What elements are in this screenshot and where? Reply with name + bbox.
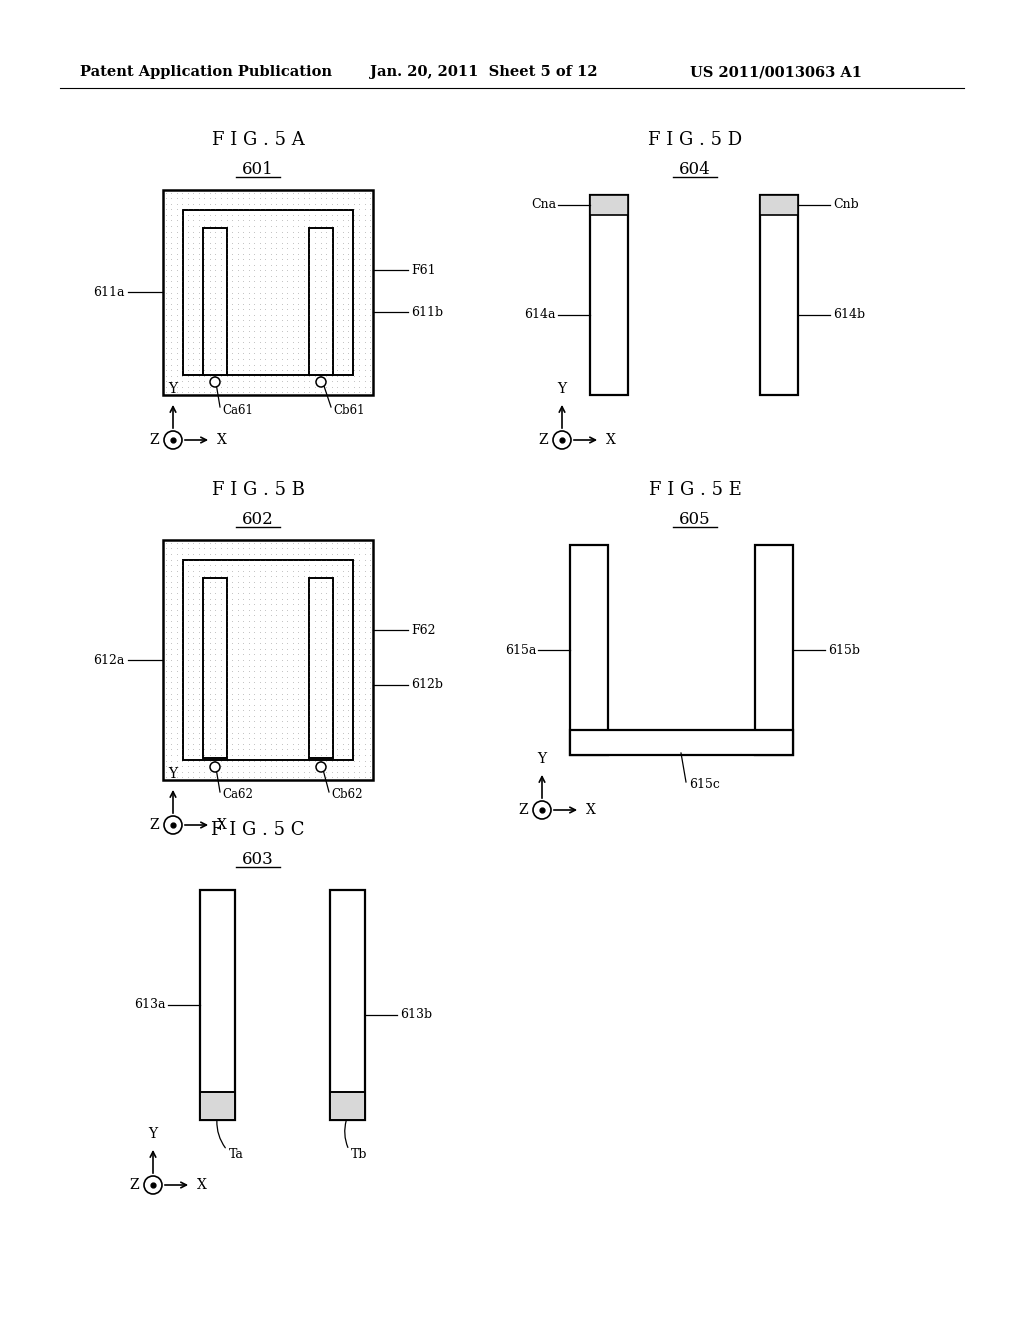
- Text: 615b: 615b: [828, 644, 860, 656]
- Bar: [760, 195, 798, 395]
- Text: Z: Z: [150, 433, 159, 447]
- Circle shape: [210, 762, 220, 772]
- Text: 613b: 613b: [400, 1008, 432, 1022]
- Text: Ca62: Ca62: [222, 788, 253, 801]
- Bar: [200, 1092, 234, 1119]
- Bar: [760, 195, 798, 215]
- Text: 605: 605: [679, 511, 711, 528]
- Bar: [590, 195, 628, 215]
- Text: Y: Y: [168, 381, 177, 396]
- Text: Z: Z: [539, 433, 548, 447]
- Bar: [590, 195, 628, 395]
- Text: 615c: 615c: [689, 779, 720, 792]
- Text: Cb62: Cb62: [331, 788, 362, 801]
- Text: Cna: Cna: [530, 198, 556, 211]
- Bar: [203, 578, 227, 758]
- Bar: [755, 545, 793, 755]
- Bar: [183, 560, 353, 760]
- Bar: [330, 890, 365, 1119]
- Text: US 2011/0013063 A1: US 2011/0013063 A1: [690, 65, 862, 79]
- Circle shape: [316, 378, 326, 387]
- Text: F61: F61: [411, 264, 435, 276]
- Text: 602: 602: [242, 511, 273, 528]
- Bar: [183, 210, 353, 375]
- Text: Z: Z: [150, 818, 159, 832]
- Text: X: X: [217, 818, 227, 832]
- Text: 615a: 615a: [505, 644, 536, 656]
- Text: Ca61: Ca61: [222, 404, 253, 417]
- Text: Tb: Tb: [351, 1147, 368, 1160]
- Circle shape: [534, 801, 551, 818]
- Text: 612b: 612b: [411, 678, 443, 692]
- Text: X: X: [197, 1177, 207, 1192]
- Text: 601: 601: [242, 161, 273, 178]
- Text: F I G . 5 C: F I G . 5 C: [211, 821, 305, 840]
- Circle shape: [316, 762, 326, 772]
- Bar: [203, 228, 227, 375]
- Text: Ta: Ta: [229, 1147, 244, 1160]
- Text: Cb61: Cb61: [333, 404, 365, 417]
- Bar: [163, 540, 373, 780]
- Text: Y: Y: [148, 1127, 158, 1140]
- Text: 614b: 614b: [833, 309, 865, 322]
- Circle shape: [144, 1176, 162, 1195]
- Text: Jan. 20, 2011  Sheet 5 of 12: Jan. 20, 2011 Sheet 5 of 12: [370, 65, 598, 79]
- Text: X: X: [586, 803, 596, 817]
- Bar: [309, 228, 333, 375]
- Bar: [309, 578, 333, 758]
- Circle shape: [553, 432, 571, 449]
- Text: Cnb: Cnb: [833, 198, 859, 211]
- Text: Y: Y: [168, 767, 177, 781]
- Circle shape: [210, 378, 220, 387]
- Text: 612a: 612a: [93, 653, 125, 667]
- Text: 613a: 613a: [134, 998, 166, 1011]
- Bar: [163, 190, 373, 395]
- Text: 604: 604: [679, 161, 711, 178]
- Bar: [570, 730, 793, 755]
- Bar: [330, 1092, 365, 1119]
- Text: 611b: 611b: [411, 305, 443, 318]
- Circle shape: [164, 432, 182, 449]
- Text: F62: F62: [411, 623, 435, 636]
- Text: Patent Application Publication: Patent Application Publication: [80, 65, 332, 79]
- Text: 614a: 614a: [524, 309, 556, 322]
- Text: F I G . 5 B: F I G . 5 B: [212, 480, 304, 499]
- Text: X: X: [217, 433, 227, 447]
- Circle shape: [164, 816, 182, 834]
- Text: F I G . 5 D: F I G . 5 D: [648, 131, 742, 149]
- Text: F I G . 5 E: F I G . 5 E: [648, 480, 741, 499]
- Text: Y: Y: [538, 752, 547, 766]
- Bar: [200, 890, 234, 1119]
- Text: Z: Z: [129, 1177, 139, 1192]
- Text: F I G . 5 A: F I G . 5 A: [212, 131, 304, 149]
- Text: Z: Z: [518, 803, 528, 817]
- Bar: [570, 545, 608, 755]
- Text: 611a: 611a: [93, 285, 125, 298]
- Text: X: X: [606, 433, 615, 447]
- Text: 603: 603: [242, 851, 273, 869]
- Text: Y: Y: [557, 381, 566, 396]
